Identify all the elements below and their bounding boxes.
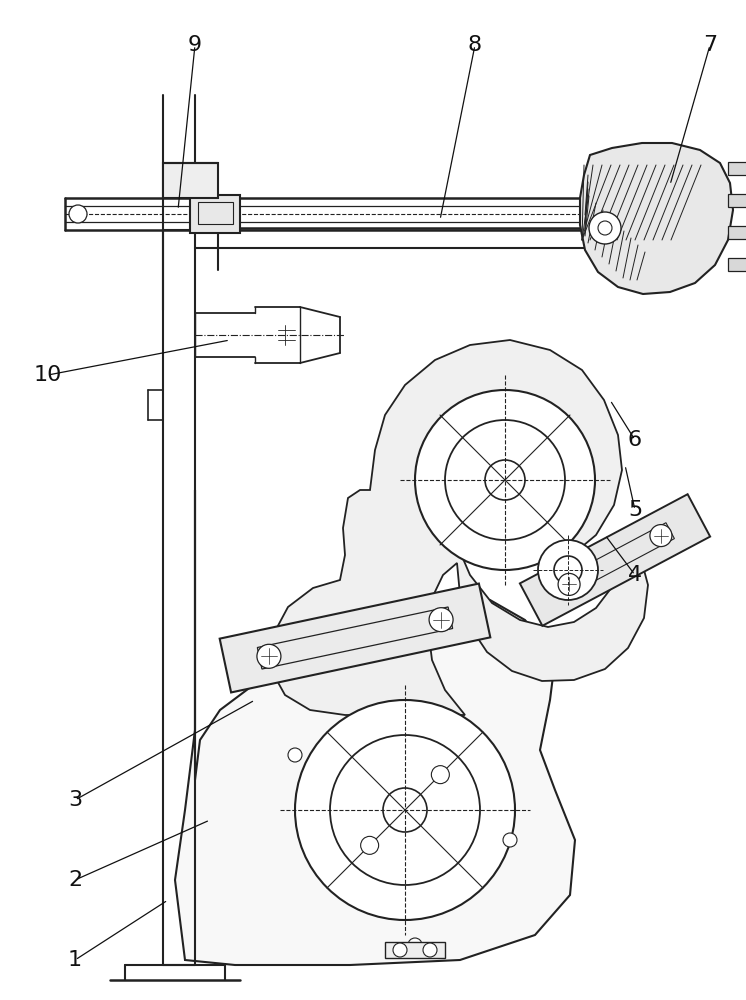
Circle shape <box>429 608 453 632</box>
Circle shape <box>288 748 302 762</box>
Circle shape <box>598 221 612 235</box>
Circle shape <box>554 556 582 584</box>
Text: 7: 7 <box>703 35 717 55</box>
Circle shape <box>393 943 407 957</box>
Text: 1: 1 <box>68 950 82 970</box>
Text: 8: 8 <box>468 35 482 55</box>
Text: 4: 4 <box>628 565 642 585</box>
Circle shape <box>431 766 449 784</box>
Circle shape <box>423 943 437 957</box>
Circle shape <box>257 644 281 668</box>
Text: 6: 6 <box>628 430 642 450</box>
Polygon shape <box>728 161 746 174</box>
Polygon shape <box>270 340 648 715</box>
Polygon shape <box>728 194 746 207</box>
Circle shape <box>558 573 580 595</box>
Circle shape <box>330 735 480 885</box>
Text: 5: 5 <box>628 500 642 520</box>
Circle shape <box>415 390 595 570</box>
Text: 9: 9 <box>188 35 202 55</box>
Circle shape <box>485 460 525 500</box>
Circle shape <box>445 420 565 540</box>
Circle shape <box>503 833 517 847</box>
Text: 2: 2 <box>68 870 82 890</box>
Text: 10: 10 <box>34 365 62 385</box>
Polygon shape <box>728 257 746 270</box>
Polygon shape <box>728 226 746 238</box>
Circle shape <box>295 700 515 920</box>
Polygon shape <box>520 494 710 626</box>
Bar <box>190 195 240 233</box>
Circle shape <box>538 540 598 600</box>
Polygon shape <box>175 490 575 965</box>
Polygon shape <box>219 584 490 692</box>
Circle shape <box>650 525 672 547</box>
Bar <box>163 163 218 198</box>
Circle shape <box>69 205 87 223</box>
Polygon shape <box>580 143 733 294</box>
Bar <box>198 202 233 224</box>
Text: 3: 3 <box>68 790 82 810</box>
Circle shape <box>589 212 621 244</box>
Circle shape <box>360 836 379 854</box>
Polygon shape <box>385 942 445 958</box>
Circle shape <box>408 938 422 952</box>
Circle shape <box>383 788 427 832</box>
